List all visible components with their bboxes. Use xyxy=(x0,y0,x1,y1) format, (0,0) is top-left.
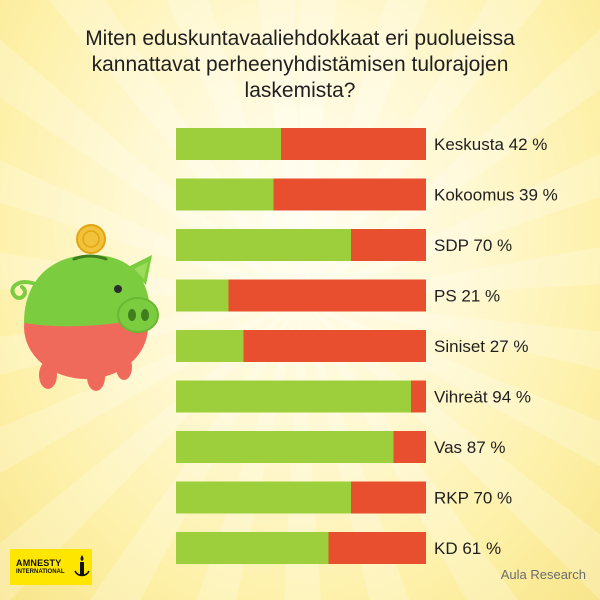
logo-line-2: INTERNATIONAL xyxy=(16,569,65,575)
bar-oppose-segment xyxy=(228,279,426,312)
logo-line-1: AMNESTY xyxy=(16,558,62,568)
bar-support-segment xyxy=(176,330,244,362)
bar-support-segment xyxy=(176,229,351,261)
bar-oppose-segment xyxy=(393,431,426,463)
bar-oppose-segment xyxy=(243,330,426,362)
bar-group-kokoomus: Kokoomus 39 % xyxy=(176,178,558,211)
bar-support-segment xyxy=(176,128,281,160)
bar-label: RKP 70 % xyxy=(434,489,512,508)
amnesty-logo: AMNESTY INTERNATIONAL xyxy=(10,549,92,585)
bar-label: Keskusta 42 % xyxy=(434,135,547,154)
bar-group-keskusta: Keskusta 42 % xyxy=(176,128,547,160)
bar-group-ps: PS 21 % xyxy=(176,279,500,312)
bar-support-segment xyxy=(176,481,351,514)
bar-label: SDP 70 % xyxy=(434,236,512,255)
bar-oppose-segment xyxy=(328,532,426,564)
piggy-bank-icon xyxy=(10,254,159,391)
bar-oppose-segment xyxy=(273,178,426,211)
bar-label: PS 21 % xyxy=(434,287,500,306)
bar-label: KD 61 % xyxy=(434,539,501,558)
bar-group-rkp: RKP 70 % xyxy=(176,481,512,514)
candle-icon xyxy=(74,555,90,577)
coin-icon xyxy=(76,224,106,254)
bar-support-segment xyxy=(176,178,274,211)
bar-group-vihreät: Vihreät 94 % xyxy=(176,380,531,413)
bar-oppose-segment xyxy=(351,229,426,261)
bar-label: Vas 87 % xyxy=(434,438,506,457)
bar-group-sdp: SDP 70 % xyxy=(176,229,512,261)
bar-support-segment xyxy=(176,279,229,312)
chart-title: Miten eduskuntavaaliehdokkaat eri puolue… xyxy=(85,27,515,102)
bar-oppose-segment xyxy=(281,128,426,160)
bar-support-segment xyxy=(176,532,329,564)
bar-support-segment xyxy=(176,431,394,463)
bar-label: Siniset 27 % xyxy=(434,337,529,356)
bar-label: Kokoomus 39 % xyxy=(434,186,558,205)
bar-support-segment xyxy=(176,380,411,413)
bar-oppose-segment xyxy=(351,481,426,514)
bar-group-kd: KD 61 % xyxy=(176,532,501,564)
bar-label: Vihreät 94 % xyxy=(434,388,531,407)
bar-group-vas: Vas 87 % xyxy=(176,431,506,463)
bar-group-siniset: Siniset 27 % xyxy=(176,330,529,362)
source-credit: Aula Research xyxy=(500,567,586,582)
bar-oppose-segment xyxy=(411,380,426,413)
